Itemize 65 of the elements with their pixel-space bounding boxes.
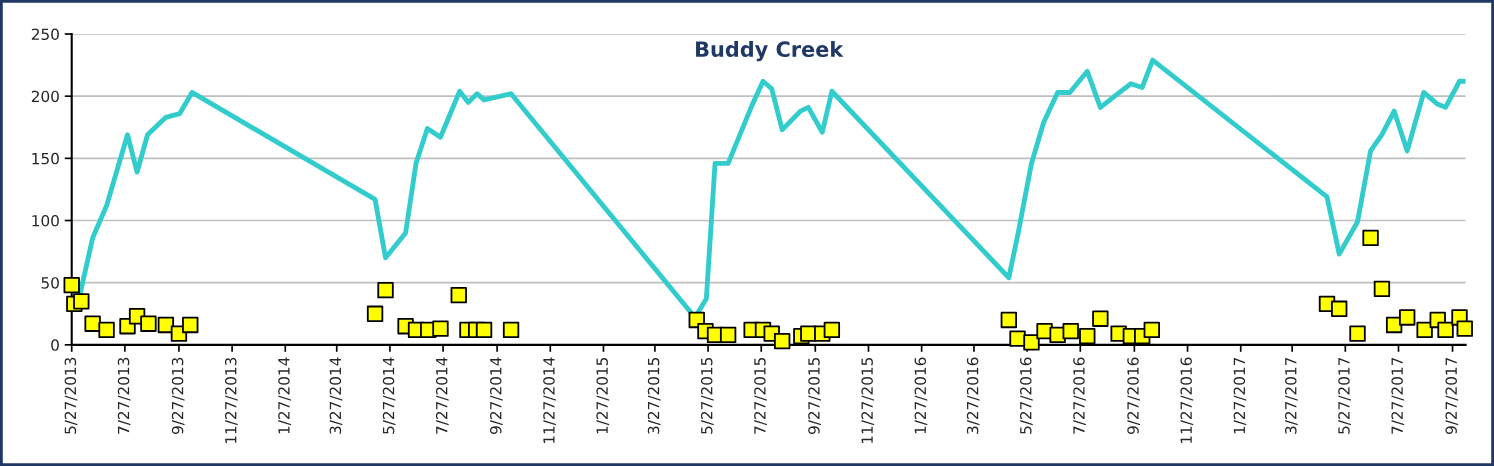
point xyxy=(475,321,493,339)
x-tick-label: 11/27/2014 xyxy=(543,357,556,444)
x-tick-label: 1/27/2017 xyxy=(1233,357,1247,434)
x-tick-label: 3/27/2014 xyxy=(329,357,343,434)
point xyxy=(450,286,467,304)
x-tick-label: 7/27/2017 xyxy=(1391,357,1405,434)
point xyxy=(800,325,817,342)
x-tick-label: 1/27/2015 xyxy=(596,357,610,434)
x-tick-label: 9/27/2017 xyxy=(1445,357,1459,435)
y-tick-label: 50 xyxy=(41,277,59,289)
y-tick-label: 200 xyxy=(31,90,59,103)
x-tick-label: 9/27/2014 xyxy=(489,357,503,435)
point xyxy=(140,315,157,332)
point xyxy=(502,321,520,339)
x-tick-label: 5/27/2014 xyxy=(382,357,396,434)
point xyxy=(84,315,101,332)
point xyxy=(98,321,115,339)
point xyxy=(1062,322,1079,340)
point xyxy=(1373,280,1391,298)
x-tick-label: 1/27/2014 xyxy=(278,357,291,434)
x-tick-label: 11/27/2013 xyxy=(224,357,238,444)
x-tick-label: 5/27/2017 xyxy=(1338,357,1351,434)
point xyxy=(366,305,384,322)
point xyxy=(1437,321,1454,339)
point xyxy=(182,316,199,334)
point xyxy=(1416,321,1433,339)
x-tick-label: 5/27/2015 xyxy=(700,357,714,434)
point xyxy=(773,332,791,350)
point xyxy=(1399,309,1416,326)
x-tick-label: 11/27/2016 xyxy=(1180,357,1194,444)
x-tick-label: 7/27/2013 xyxy=(117,357,131,434)
x-tick-label: 7/27/2014 xyxy=(435,357,449,434)
point xyxy=(1456,320,1473,337)
point xyxy=(719,326,737,344)
x-tick-label: 7/27/2015 xyxy=(754,357,767,434)
point xyxy=(1362,229,1379,247)
x-tick-label: 3/27/2017 xyxy=(1285,357,1298,434)
point xyxy=(1092,310,1109,327)
x-tick-label: 11/27/2015 xyxy=(861,357,875,444)
point xyxy=(1143,321,1160,339)
x-tick-label: 5/27/2016 xyxy=(1020,357,1033,434)
point xyxy=(1349,325,1366,342)
y-tick-label: 250 xyxy=(31,28,59,41)
x-tick-label: 7/27/2016 xyxy=(1073,357,1086,434)
point xyxy=(1023,334,1040,351)
x-tick-label: 3/27/2015 xyxy=(647,357,661,434)
y-tick-label: 0 xyxy=(51,339,59,351)
y-tick-label: 150 xyxy=(32,152,59,165)
x-tick-label: 9/27/2013 xyxy=(171,357,185,435)
point xyxy=(1009,330,1026,347)
point xyxy=(1331,300,1348,317)
point xyxy=(73,293,90,310)
point xyxy=(1079,327,1096,345)
y-tick-label: 100 xyxy=(32,214,59,227)
x-tick-label: 9/27/2015 xyxy=(808,357,821,435)
point xyxy=(823,321,841,339)
x-tick-label: 9/27/2016 xyxy=(1127,357,1140,435)
x-tick-label: 3/27/2016 xyxy=(966,357,980,434)
point xyxy=(432,320,449,337)
point xyxy=(1000,311,1018,329)
point xyxy=(63,276,80,294)
x-tick-label: 5/27/2013 xyxy=(64,357,78,434)
point xyxy=(377,281,394,299)
x-tick-label: 1/27/2016 xyxy=(914,357,928,434)
chart-title: Buddy Creek xyxy=(696,40,844,62)
